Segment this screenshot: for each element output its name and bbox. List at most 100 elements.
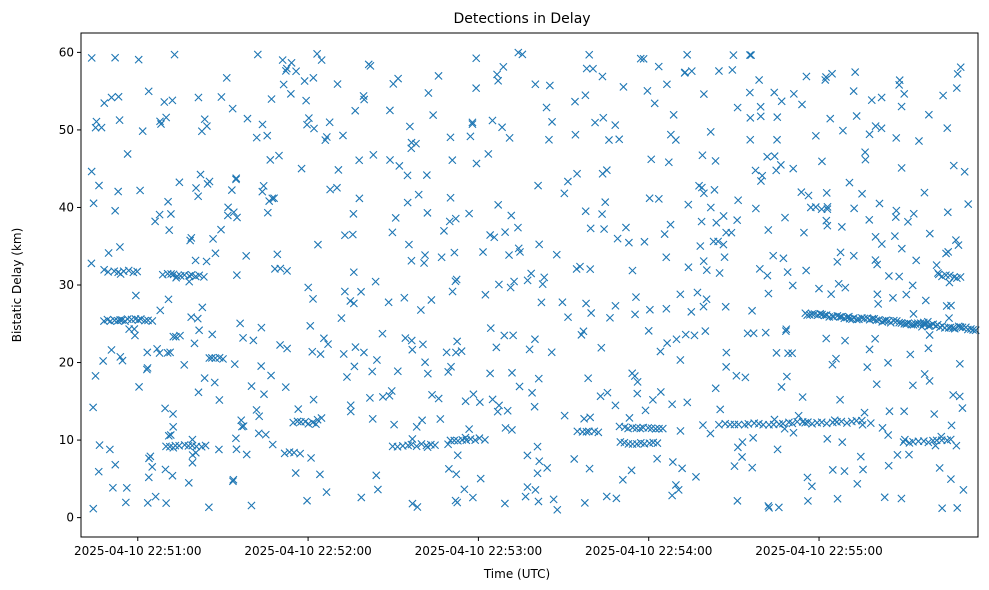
detection-marker — [124, 266, 133, 275]
detection-marker — [841, 336, 850, 345]
detection-marker — [516, 247, 524, 256]
detection-marker — [412, 422, 421, 431]
detection-marker — [214, 445, 223, 454]
detection-marker — [656, 387, 665, 396]
detection-marker — [368, 414, 377, 423]
detection-marker — [627, 466, 636, 475]
detection-marker — [859, 465, 868, 474]
detection-marker — [743, 329, 752, 338]
detection-marker — [452, 470, 461, 479]
detection-marker — [920, 188, 929, 197]
detection-marker — [188, 451, 197, 460]
detection-marker — [576, 262, 584, 271]
detection-marker — [200, 374, 209, 383]
detection-marker — [164, 197, 173, 206]
detection-marker — [148, 316, 157, 325]
detection-marker — [601, 198, 610, 207]
detection-marker — [309, 294, 318, 303]
detection-marker — [930, 410, 939, 419]
detection-marker — [789, 428, 798, 437]
detection-marker — [385, 106, 394, 115]
detection-marker — [505, 251, 514, 260]
detection-marker — [237, 416, 246, 425]
detection-marker — [897, 494, 906, 503]
detection-marker — [925, 330, 934, 339]
detection-marker — [900, 407, 909, 416]
detection-marker — [292, 67, 301, 76]
detection-marker — [495, 401, 504, 410]
detection-marker — [89, 199, 98, 208]
detection-marker — [115, 116, 124, 125]
detection-marker — [194, 192, 203, 201]
detection-marker — [416, 305, 425, 314]
detection-marker — [671, 480, 680, 489]
detection-marker — [450, 248, 459, 257]
detection-marker — [542, 103, 551, 112]
detection-marker — [900, 435, 909, 444]
detection-marker — [228, 104, 237, 113]
detection-marker — [721, 419, 730, 428]
detection-marker — [481, 290, 490, 299]
detection-marker — [465, 425, 474, 434]
detection-marker — [530, 402, 539, 411]
detection-marker — [530, 335, 539, 344]
detection-marker — [895, 80, 904, 89]
detection-marker — [802, 72, 811, 81]
detection-marker — [943, 208, 952, 217]
detection-marker — [232, 445, 241, 454]
detection-marker — [121, 498, 130, 507]
detection-marker — [365, 393, 374, 402]
detection-marker — [756, 177, 765, 185]
detection-marker — [142, 365, 151, 374]
detection-marker — [772, 348, 781, 357]
detection-marker — [631, 310, 640, 319]
detection-marker — [871, 122, 880, 131]
detection-marker — [919, 437, 928, 446]
detection-marker — [116, 352, 125, 361]
detection-marker — [242, 450, 251, 459]
detection-marker — [309, 73, 318, 82]
detection-marker — [453, 498, 462, 507]
detection-marker — [885, 407, 894, 416]
detection-marker — [169, 409, 178, 418]
detection-marker — [909, 209, 918, 218]
detection-marker — [442, 348, 451, 357]
detection-marker — [935, 463, 944, 472]
detection-marker — [243, 114, 252, 123]
detection-marker — [871, 256, 880, 265]
detection-marker — [594, 428, 603, 437]
detection-marker — [417, 439, 426, 448]
detection-marker — [258, 120, 267, 129]
detection-marker — [484, 149, 493, 158]
detection-marker — [909, 309, 918, 318]
detection-marker — [476, 474, 485, 483]
detection-marker — [695, 181, 704, 190]
detection-marker — [143, 348, 152, 357]
detection-marker — [850, 204, 859, 213]
detection-marker — [597, 343, 606, 352]
detection-marker — [421, 251, 430, 260]
detection-marker — [828, 360, 837, 369]
detection-marker — [904, 450, 913, 459]
detection-marker — [100, 265, 109, 274]
x-axis: 2025-04-10 22:51:00 2025-04-10 22:52:00 20… — [74, 537, 883, 558]
detection-marker — [706, 429, 715, 438]
detection-marker — [144, 87, 153, 96]
detection-marker — [696, 242, 705, 251]
detection-marker — [192, 183, 201, 192]
detection-marker — [955, 359, 964, 368]
detection-marker — [611, 301, 620, 310]
detection-marker — [690, 331, 699, 340]
detection-marker — [258, 187, 267, 196]
detection-marker — [190, 339, 199, 348]
detection-marker — [947, 421, 956, 430]
detection-marker — [193, 314, 202, 323]
detection-marker — [751, 166, 760, 175]
detection-marker — [966, 324, 975, 333]
detection-marker — [919, 320, 928, 329]
detection-marker — [878, 423, 887, 432]
detection-marker — [755, 264, 764, 273]
detection-marker — [143, 363, 152, 372]
detection-marker — [434, 394, 443, 403]
detection-marker — [513, 223, 522, 232]
